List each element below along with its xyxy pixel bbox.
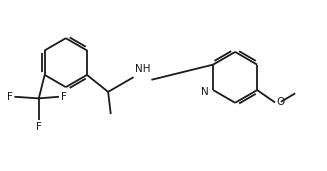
Text: NH: NH (135, 64, 151, 74)
Text: N: N (201, 87, 209, 97)
Text: F: F (36, 122, 42, 132)
Text: F: F (60, 92, 66, 102)
Text: F: F (7, 92, 13, 102)
Text: O: O (276, 97, 284, 107)
